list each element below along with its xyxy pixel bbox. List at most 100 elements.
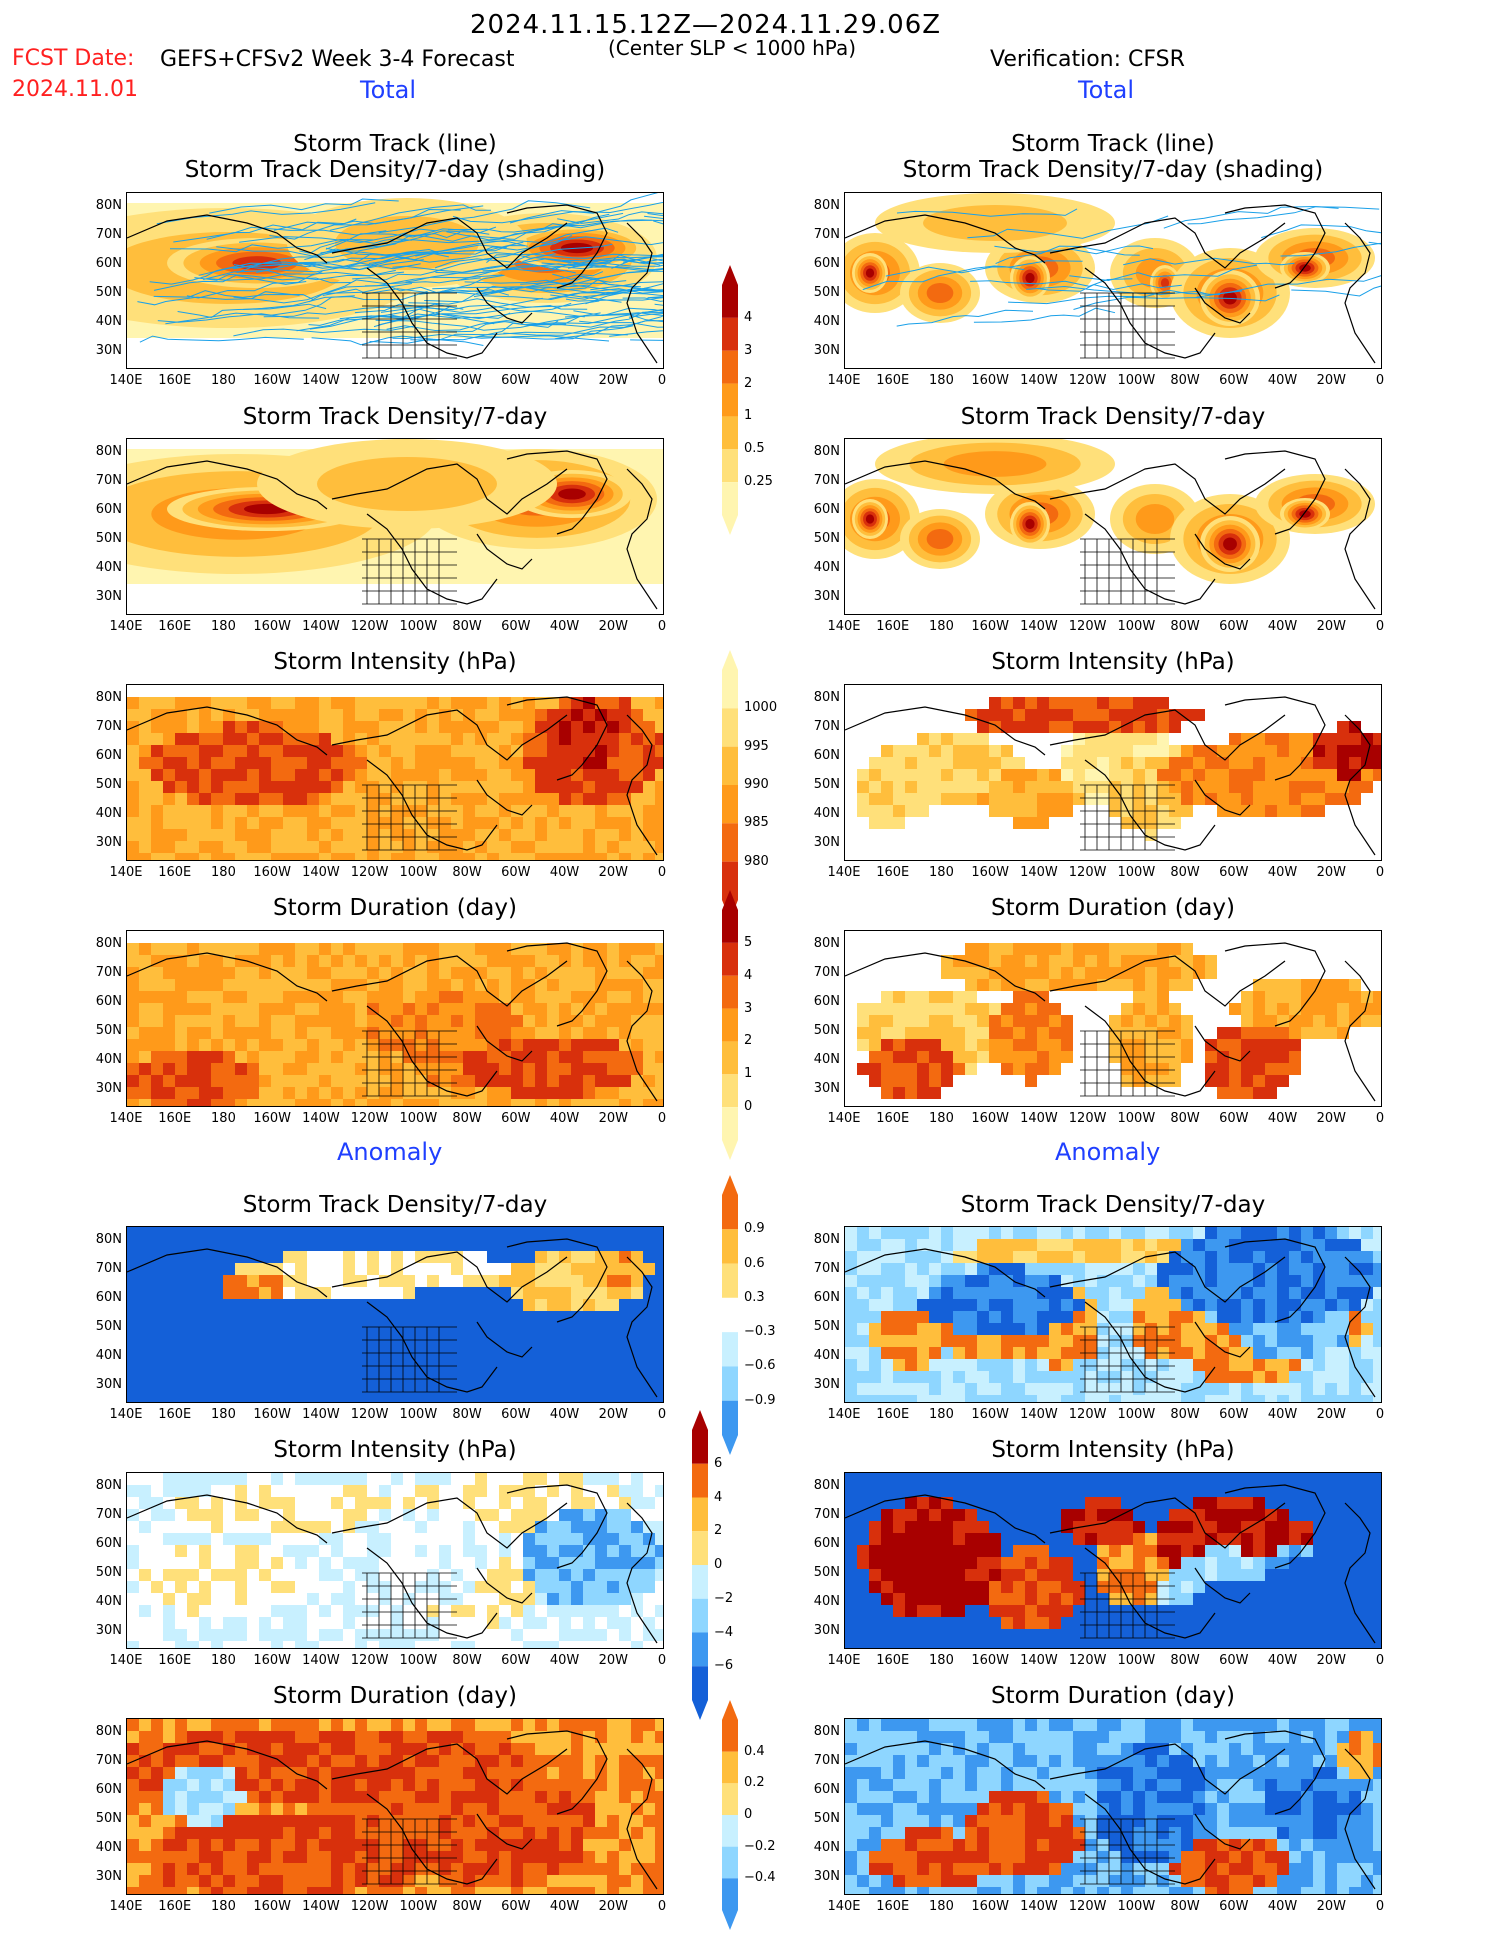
lon-tick-label: 160E bbox=[150, 1111, 200, 1126]
lon-tick-label: 20W bbox=[588, 619, 638, 634]
lat-tick-label: 50N bbox=[800, 1023, 840, 1038]
lat-tick-label: 40N bbox=[800, 1348, 840, 1363]
lon-tick-label: 0 bbox=[1355, 373, 1405, 388]
lat-tick-label: 60N bbox=[82, 502, 122, 517]
lat-tick-label: 60N bbox=[82, 256, 122, 271]
lon-tick-label: 80W bbox=[1160, 619, 1210, 634]
lon-tick-label: 100W bbox=[393, 373, 443, 388]
lon-tick-label: 60W bbox=[491, 373, 541, 388]
lon-tick-label: 140W bbox=[1014, 865, 1064, 880]
p7L-map-svg bbox=[127, 1719, 663, 1894]
p5L-map-svg bbox=[127, 1227, 663, 1402]
lon-tick-label: 120W bbox=[345, 1111, 395, 1126]
lon-tick-label: 160E bbox=[868, 1111, 918, 1126]
lat-tick-label: 30N bbox=[800, 589, 840, 604]
colorbar-tick-label: −6 bbox=[714, 1658, 733, 1673]
lon-tick-label: 160W bbox=[965, 619, 1015, 634]
colorbar-tick-label: −0.3 bbox=[744, 1324, 776, 1339]
lon-tick-label: 140W bbox=[1014, 1899, 1064, 1914]
lat-tick-label: 70N bbox=[82, 965, 122, 980]
lon-tick-label: 80W bbox=[1160, 1407, 1210, 1422]
lat-tick-label: 40N bbox=[82, 1348, 122, 1363]
lon-tick-label: 20W bbox=[588, 1111, 638, 1126]
lon-tick-label: 140W bbox=[296, 1653, 346, 1668]
lon-tick-label: 160W bbox=[965, 1899, 1015, 1914]
lon-tick-label: 140W bbox=[1014, 1111, 1064, 1126]
lon-tick-label: 180 bbox=[198, 1111, 248, 1126]
lon-tick-label: 160W bbox=[247, 619, 297, 634]
lat-tick-label: 50N bbox=[82, 531, 122, 546]
lon-tick-label: 0 bbox=[637, 373, 687, 388]
lon-tick-label: 40W bbox=[1258, 1407, 1308, 1422]
verification-label: Verification: CFSR bbox=[990, 47, 1185, 72]
lon-tick-label: 0 bbox=[1355, 1899, 1405, 1914]
colorbar-tick-label: 0 bbox=[744, 1099, 752, 1114]
lat-tick-label: 70N bbox=[800, 1753, 840, 1768]
lon-tick-label: 20W bbox=[1306, 1653, 1356, 1668]
p5R-map-panel bbox=[844, 1226, 1382, 1403]
panel1-right-title-b: Storm Track Density/7-day (shading) bbox=[813, 157, 1413, 183]
p3L-map-svg bbox=[127, 685, 663, 860]
lat-tick-label: 60N bbox=[800, 1782, 840, 1797]
panel4-left-title: Storm Duration (day) bbox=[145, 895, 645, 921]
right-total-heading: Total bbox=[1078, 76, 1134, 104]
lon-tick-label: 40W bbox=[1258, 373, 1308, 388]
lon-tick-label: 100W bbox=[1111, 1899, 1161, 1914]
lon-tick-label: 20W bbox=[1306, 619, 1356, 634]
lat-tick-label: 60N bbox=[800, 256, 840, 271]
p6R-map-panel bbox=[844, 1472, 1382, 1649]
panel3-right-title: Storm Intensity (hPa) bbox=[863, 649, 1363, 675]
lat-tick-label: 60N bbox=[800, 994, 840, 1009]
lon-tick-label: 140W bbox=[296, 619, 346, 634]
p5L-map-panel bbox=[126, 1226, 664, 1403]
lon-tick-label: 140W bbox=[296, 1899, 346, 1914]
panel1-left-title-a: Storm Track (line) bbox=[195, 131, 595, 157]
lon-tick-label: 20W bbox=[1306, 1111, 1356, 1126]
colorbar-tick-label: 1 bbox=[744, 1066, 752, 1081]
lon-tick-label: 20W bbox=[1306, 373, 1356, 388]
lat-tick-label: 40N bbox=[800, 1052, 840, 1067]
lon-tick-label: 100W bbox=[1111, 373, 1161, 388]
lat-tick-label: 60N bbox=[800, 502, 840, 517]
lon-tick-label: 100W bbox=[393, 1407, 443, 1422]
lat-tick-label: 30N bbox=[82, 1377, 122, 1392]
lon-tick-label: 0 bbox=[1355, 1111, 1405, 1126]
lon-tick-label: 140W bbox=[1014, 619, 1064, 634]
lon-tick-label: 160W bbox=[247, 865, 297, 880]
panel7-right-title: Storm Duration (day) bbox=[863, 1683, 1363, 1709]
panel5-right-title: Storm Track Density/7-day bbox=[863, 1192, 1363, 1218]
lon-tick-label: 80W bbox=[442, 619, 492, 634]
lon-tick-label: 20W bbox=[1306, 1407, 1356, 1422]
lon-tick-label: 80W bbox=[442, 1899, 492, 1914]
lat-tick-label: 70N bbox=[800, 227, 840, 242]
lat-tick-label: 30N bbox=[82, 1081, 122, 1096]
lon-tick-label: 20W bbox=[588, 865, 638, 880]
lon-tick-label: 120W bbox=[1063, 1653, 1113, 1668]
lat-tick-label: 30N bbox=[82, 343, 122, 358]
lon-tick-label: 140E bbox=[101, 1899, 151, 1914]
colorbar-tick-label: 0.9 bbox=[744, 1221, 765, 1236]
lon-tick-label: 40W bbox=[1258, 1653, 1308, 1668]
lon-tick-label: 0 bbox=[637, 619, 687, 634]
lon-tick-label: 40W bbox=[1258, 865, 1308, 880]
lon-tick-label: 140E bbox=[101, 1653, 151, 1668]
lon-tick-label: 180 bbox=[198, 373, 248, 388]
lat-tick-label: 30N bbox=[800, 1377, 840, 1392]
colorbar-tick-label: 980 bbox=[744, 854, 769, 869]
colorbar-tick-label: 0.3 bbox=[744, 1290, 765, 1305]
colorbar-tick-label: 3 bbox=[744, 1001, 752, 1016]
lon-tick-label: 100W bbox=[1111, 865, 1161, 880]
colorbar-tick-label: 0.6 bbox=[744, 1256, 765, 1271]
lon-tick-label: 0 bbox=[637, 1653, 687, 1668]
lon-tick-label: 120W bbox=[345, 1899, 395, 1914]
lat-tick-label: 50N bbox=[82, 1023, 122, 1038]
lon-tick-label: 140W bbox=[1014, 1653, 1064, 1668]
lon-tick-label: 100W bbox=[393, 1899, 443, 1914]
lat-tick-label: 70N bbox=[82, 227, 122, 242]
lat-tick-label: 70N bbox=[800, 1507, 840, 1522]
lat-tick-label: 30N bbox=[82, 1869, 122, 1884]
lon-tick-label: 120W bbox=[1063, 865, 1113, 880]
lat-tick-label: 30N bbox=[82, 835, 122, 850]
lon-tick-label: 20W bbox=[588, 1899, 638, 1914]
lon-tick-label: 40W bbox=[540, 619, 590, 634]
